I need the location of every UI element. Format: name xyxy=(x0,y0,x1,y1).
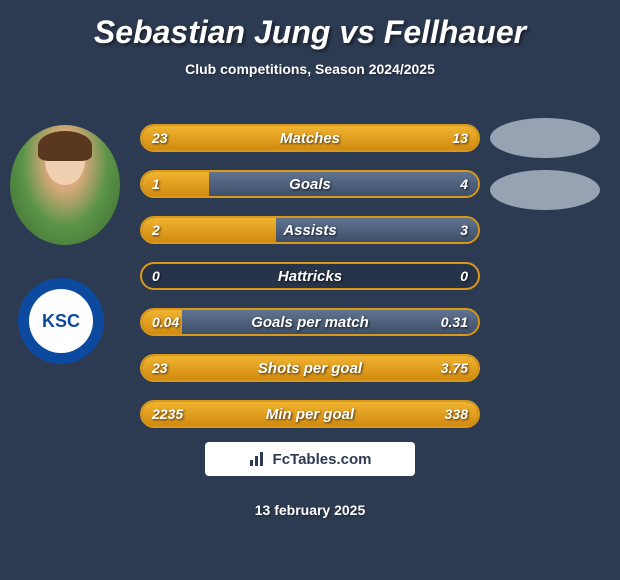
player-left-photo xyxy=(10,125,120,245)
stats-bar-chart: 23Matches13 1Goals4 2Assists3 0Hattricks0 0.… xyxy=(140,124,480,446)
brand-text: FcTables.com xyxy=(273,451,372,468)
stat-label: Hattricks xyxy=(142,264,478,288)
page-subtitle: Club competitions, Season 2024/2025 xyxy=(0,61,620,77)
brand-icon xyxy=(249,450,267,468)
brand-badge[interactable]: FcTables.com xyxy=(205,442,415,476)
stat-right-value: 3 xyxy=(460,218,468,242)
stat-bar: 23Shots per goal3.75 xyxy=(140,354,480,382)
stat-label: Goals xyxy=(142,172,478,196)
page-title: Sebastian Jung vs Fellhauer xyxy=(0,0,620,51)
club-abbrev: KSC xyxy=(29,289,93,353)
stat-right-value: 0 xyxy=(460,264,468,288)
player-left-club-badge: KSC xyxy=(18,278,104,364)
stat-bar: 0Hattricks0 xyxy=(140,262,480,290)
stat-bar: 23Matches13 xyxy=(140,124,480,152)
stat-label: Shots per goal xyxy=(142,356,478,380)
stat-bar: 1Goals4 xyxy=(140,170,480,198)
stat-right-value: 4 xyxy=(460,172,468,196)
player-right-club-placeholder xyxy=(490,170,600,210)
stat-label: Assists xyxy=(142,218,478,242)
stat-label: Matches xyxy=(142,126,478,150)
stat-right-value: 13 xyxy=(452,126,468,150)
stat-label: Goals per match xyxy=(142,310,478,334)
stat-right-value: 338 xyxy=(445,402,468,426)
stat-bar: 2235Min per goal338 xyxy=(140,400,480,428)
player-right-photo-placeholder xyxy=(490,118,600,158)
stat-right-value: 3.75 xyxy=(441,356,468,380)
stat-bar: 0.04Goals per match0.31 xyxy=(140,308,480,336)
generation-date: 13 february 2025 xyxy=(0,502,620,518)
stat-right-value: 0.31 xyxy=(441,310,468,334)
stat-label: Min per goal xyxy=(142,402,478,426)
stat-bar: 2Assists3 xyxy=(140,216,480,244)
